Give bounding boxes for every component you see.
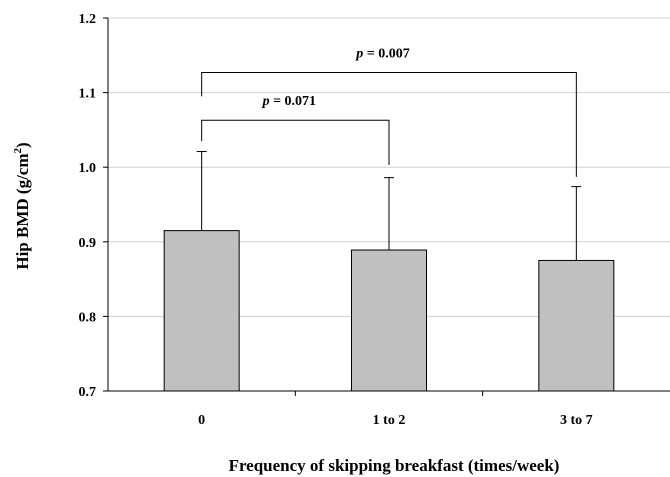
x-axis-title: Frequency of skipping breakfast (times/w… [229, 456, 560, 475]
bar [351, 249, 427, 392]
y-tick-label: 0.7 [79, 385, 97, 400]
bars [163, 230, 615, 392]
x-tick-label: 1 to 2 [373, 413, 406, 428]
error-bars [196, 151, 582, 261]
y-tick-labels: 0.7 0.8 0.9 1.0 1.1 1.2 [79, 12, 97, 400]
x-tick-label: 3 to 7 [560, 413, 593, 428]
significance-brackets: p = 0.071 p = 0.007 [201, 46, 577, 177]
x-tick-labels: 0 1 to 2 3 to 7 [198, 413, 593, 428]
y-tick-label: 0.9 [79, 236, 97, 251]
bar [163, 230, 240, 392]
axes [103, 17, 670, 396]
y-tick-label: 1.1 [79, 87, 97, 102]
bar [538, 259, 615, 392]
y-tick-label: 1.0 [79, 161, 97, 176]
y-tick-label: 0.8 [79, 310, 97, 325]
p-value-label: p = 0.007 [355, 46, 409, 61]
y-tick-label: 1.2 [79, 12, 97, 27]
p-value-label: p = 0.071 [262, 94, 316, 109]
significance-bracket [201, 119, 390, 165]
y-axis-title: Hip BMD (g/cm2) [12, 142, 32, 269]
x-tick-label: 0 [198, 413, 205, 428]
significance-bracket [201, 71, 577, 177]
